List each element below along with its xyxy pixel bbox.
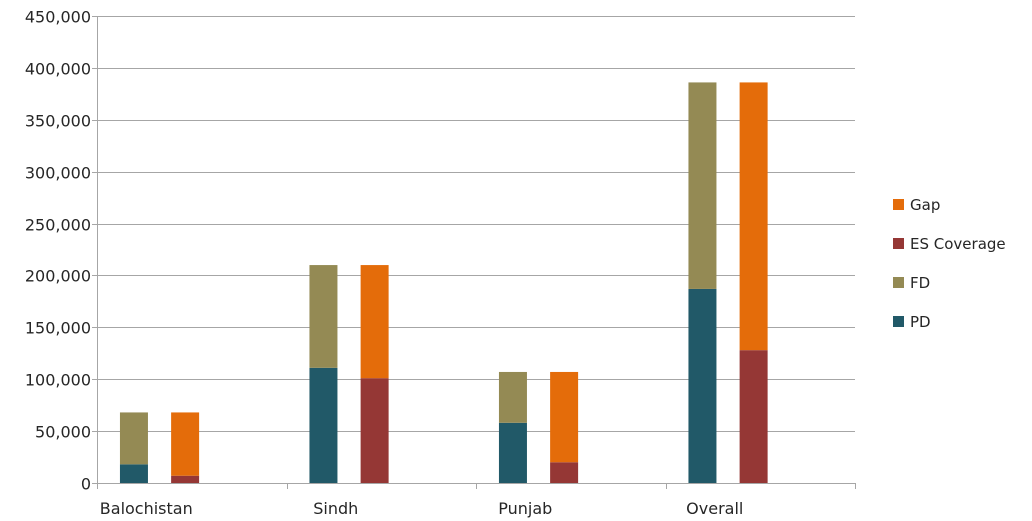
bars [119, 82, 768, 483]
y-tick-label: 300,000 [25, 164, 91, 183]
bar-pd [688, 288, 717, 483]
y-tick-label: 0 [81, 475, 91, 494]
bar-es-coverage [171, 475, 200, 483]
y-tick-label: 450,000 [25, 8, 91, 27]
legend-swatch [893, 238, 904, 249]
bar-gap [171, 412, 200, 476]
gridlines [97, 16, 855, 432]
legend-label: FD [910, 274, 930, 292]
bar-fd [309, 265, 338, 368]
x-category-label: Sindh [313, 499, 358, 518]
y-tick-label: 150,000 [25, 319, 91, 338]
bar-gap [550, 371, 579, 463]
bar-pd [309, 367, 338, 483]
bar-es-coverage [739, 350, 768, 483]
bar-es-coverage [550, 462, 579, 483]
legend-swatch [893, 199, 904, 210]
y-tick-label: 400,000 [25, 60, 91, 79]
bar-pd [119, 464, 148, 483]
bar-fd [688, 82, 717, 289]
legend: Gap ES Coverage FD PD [893, 196, 1006, 331]
bar-es-coverage [360, 378, 389, 483]
x-category-label: Overall [686, 499, 743, 518]
legend-label: ES Coverage [910, 235, 1006, 253]
bar-fd [498, 371, 527, 423]
y-tick-label: 250,000 [25, 216, 91, 235]
y-tick-label: 350,000 [25, 112, 91, 131]
y-tick-label: 200,000 [25, 267, 91, 286]
axes: 0 50,000 100,000 150,000 200,000 250,000 300,0… [25, 8, 856, 518]
y-tick-label: 50,000 [35, 423, 91, 442]
bar-pd [498, 422, 527, 483]
legend-swatch [893, 277, 904, 288]
legend-swatch [893, 316, 904, 327]
legend-label: Gap [910, 196, 940, 214]
y-tick-label: 100,000 [25, 371, 91, 390]
x-category-label: Punjab [498, 499, 552, 518]
x-category-label: Balochistan [100, 499, 193, 518]
bar-gap [360, 265, 389, 379]
bar-fd [119, 412, 148, 465]
bar-gap [739, 82, 768, 351]
legend-label: PD [910, 313, 931, 331]
